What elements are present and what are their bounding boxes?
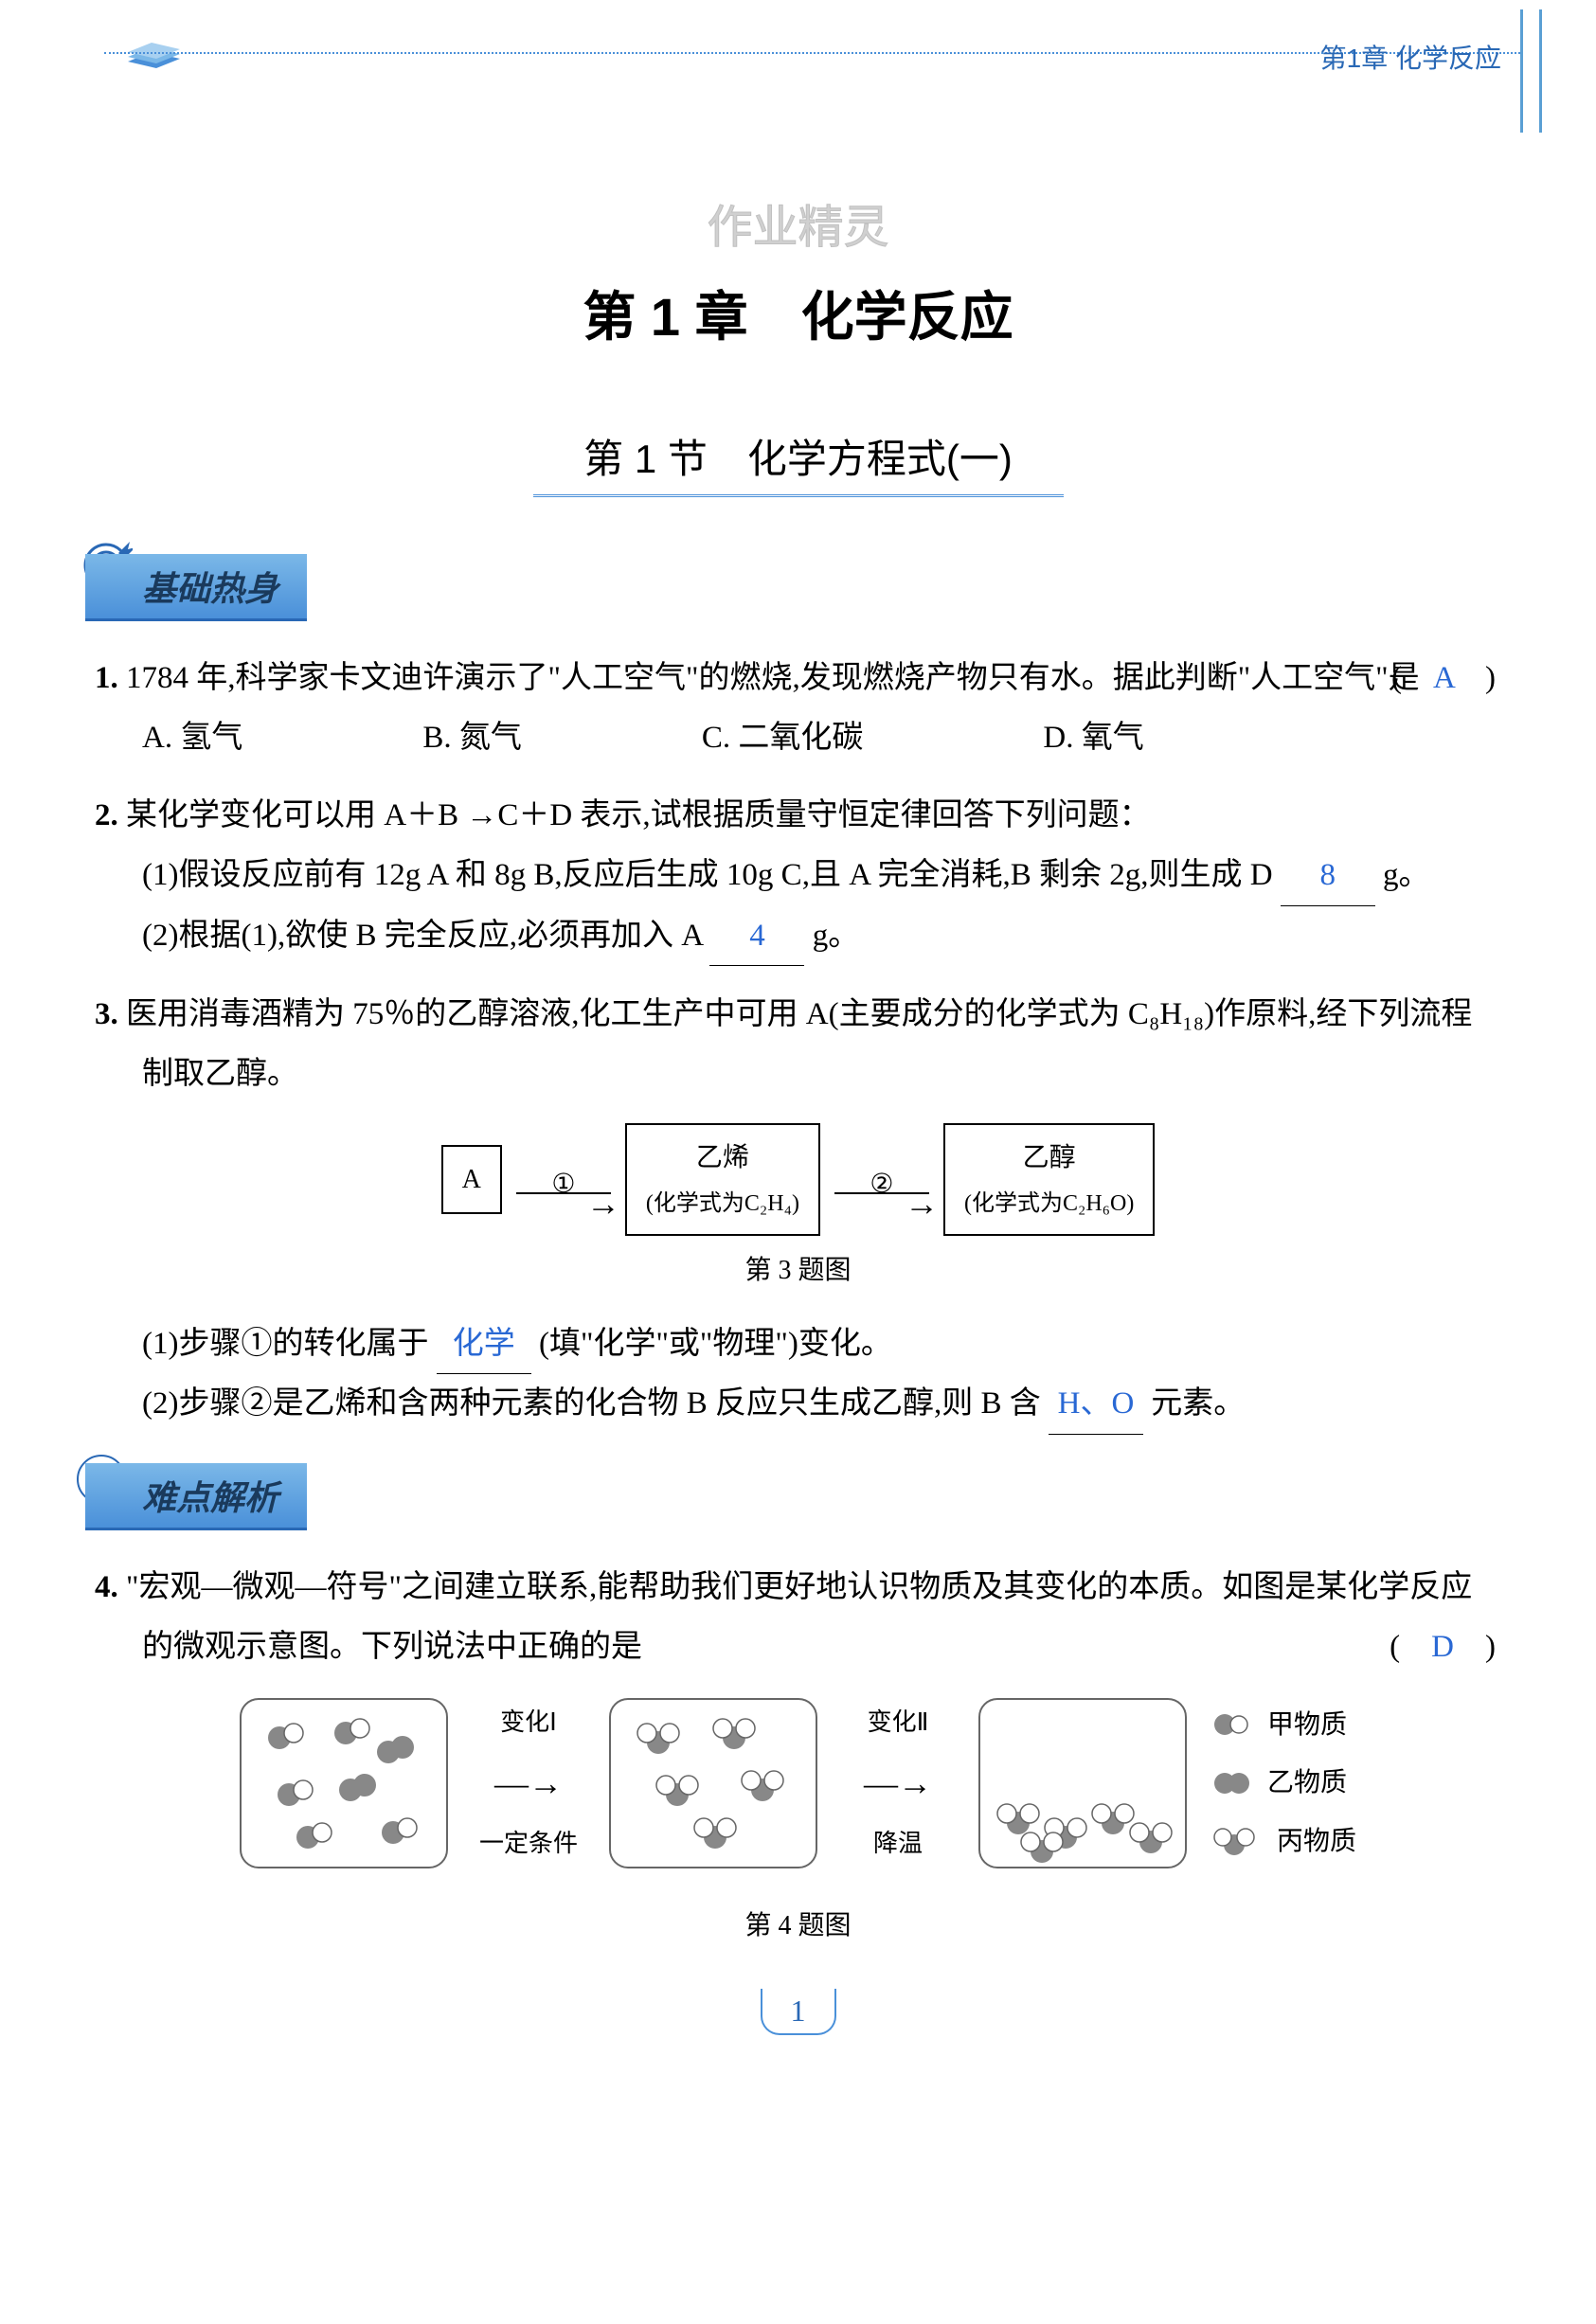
q4-arrow1-bottom: 一定条件 <box>472 1820 585 1867</box>
q4-legend: 甲物质 乙物质 丙物质 <box>1210 1696 1356 1871</box>
q1-answer: A <box>1433 661 1454 695</box>
q3-sub1-answer: 化学 <box>437 1314 531 1375</box>
q3-box3-bottom: (化学式为C₂H₆O) <box>964 1183 1134 1226</box>
q2-sub1: (1)假设反应前有 12g A 和 8g B,反应后生成 10g C,且 A 完… <box>95 846 1501 906</box>
q3-flow-box-ethylene: 乙烯 (化学式为C₂H₄) <box>625 1123 820 1236</box>
watermark-text: 作业精灵 <box>0 189 1596 256</box>
q3-num: 3. <box>95 997 118 1031</box>
q3-sub1: (1)步骤①的转化属于 化学 (填"化学"或"物理")变化。 <box>95 1314 1501 1375</box>
q4-legend-1: 甲物质 <box>1210 1696 1356 1755</box>
q3-flow-arrow-2: ② <box>834 1164 929 1194</box>
q4-answer: D <box>1431 1630 1454 1664</box>
q3-arrow2-label: ② <box>870 1159 893 1209</box>
q3-diagram-label: 第 3 题图 <box>95 1245 1501 1296</box>
q2-sub1-answer: 8 <box>1281 846 1375 906</box>
q2-sub2-pre: (2)根据(1),欲使 B 完全反应,必须再加入 A <box>142 919 702 953</box>
q3-sub1-post: (填"化学"或"物理")变化。 <box>539 1327 892 1361</box>
q3-arrow1-label: ① <box>551 1159 575 1209</box>
section-header-analysis-label: 难点解析 <box>85 1463 307 1530</box>
section-header-basics-label: 基础热身 <box>85 554 307 621</box>
q1-num: 1. <box>95 661 118 695</box>
q4-arrow2-bottom: 降温 <box>841 1820 955 1867</box>
question-4: 4. "宏观—微观—符号"之间建立联系,能帮助我们更好地认识物质及其变化的本质。… <box>95 1558 1501 1951</box>
q2-sub2-post: g。 <box>813 919 860 953</box>
q3-sub2: (2)步骤②是乙烯和含两种元素的化合物 B 反应只生成乙醇,则 B 含 H、O … <box>95 1374 1501 1435</box>
header-breadcrumb: 第1章 化学反应 <box>1320 38 1501 76</box>
chapter-title: 第 1 章 化学反应 <box>0 275 1596 351</box>
q3-flow-arrow-1: ① <box>516 1164 611 1194</box>
q1-answer-paren: ( A ) <box>1439 649 1501 708</box>
q4-legend3-text: 丙物质 <box>1277 1813 1356 1871</box>
q1-option-a: A. 氢气 <box>142 708 242 768</box>
question-1: 1. 1784 年,科学家卡文迪许演示了"人工空气"的燃烧,发现燃烧产物只有水。… <box>95 649 1501 767</box>
q4-arrow2-top: 变化Ⅱ <box>841 1699 955 1745</box>
q4-arrow-1: 变化Ⅰ ―→ 一定条件 <box>472 1699 585 1867</box>
section-title: 第 1 节 化学方程式(一) <box>0 427 1596 485</box>
section-header-analysis: 难点解析 <box>85 1463 1596 1529</box>
q3-box3-top: 乙醇 <box>964 1133 1134 1183</box>
q4-answer-paren: ( D ) <box>1437 1618 1501 1677</box>
q3-sub2-post: 元素。 <box>1151 1386 1245 1421</box>
page-header: 第1章 化学反应 <box>0 0 1596 133</box>
header-side-bars <box>1520 9 1558 133</box>
q4-diagram-label: 第 4 题图 <box>95 1901 1501 1951</box>
q1-options: A. 氢气 B. 氮气 C. 二氧化碳 D. 氧气 <box>95 708 1501 768</box>
q1-option-c: C. 二氧化碳 <box>702 708 864 768</box>
q4-num: 4. <box>95 1570 118 1604</box>
q4-diagram: 变化Ⅰ ―→ 一定条件 变化Ⅱ ―→ 降温 <box>95 1696 1501 1951</box>
q2-sub2-answer: 4 <box>709 906 804 967</box>
q3-box2-bottom: (化学式为C₂H₄) <box>646 1183 799 1226</box>
q2-sub2: (2)根据(1),欲使 B 完全反应,必须再加入 A 4 g。 <box>95 906 1501 967</box>
q4-arrow1-top: 变化Ⅰ <box>472 1699 585 1745</box>
q4-legend1-text: 甲物质 <box>1267 1696 1347 1755</box>
q1-option-d: D. 氧气 <box>1043 708 1143 768</box>
q3-diagram: A ① 乙烯 (化学式为C₂H₄) ② 乙醇 (化学式为C₂H₆O) <box>95 1123 1501 1296</box>
section-underline <box>533 494 1064 497</box>
q2-num: 2. <box>95 798 118 832</box>
section-header-basics: 基础热身 <box>85 554 1596 620</box>
q1-text: 1784 年,科学家卡文迪许演示了"人工空气"的燃烧,发现燃烧产物只有水。据此判… <box>126 661 1420 695</box>
q3-sub2-answer: H、O <box>1049 1374 1143 1435</box>
question-3: 3. 医用消毒酒精为 75％的乙醇溶液,化工生产中可用 A(主要成分的化学式为 … <box>95 985 1501 1435</box>
q2-text: 某化学变化可以用 A＋B →C＋D 表示,试根据质量守恒定律回答下列问题： <box>126 798 1151 832</box>
q3-flow-box-ethanol: 乙醇 (化学式为C₂H₆O) <box>943 1123 1155 1236</box>
q4-arrow-2: 变化Ⅱ ―→ 降温 <box>841 1699 955 1867</box>
content-area-2: 4. "宏观—微观—符号"之间建立联系,能帮助我们更好地认识物质及其变化的本质。… <box>0 1558 1596 1951</box>
q4-mol-box-1 <box>240 1698 448 1868</box>
q4-legend-3: 丙物质 <box>1210 1813 1356 1871</box>
q3-box2-top: 乙烯 <box>646 1133 799 1183</box>
q4-legend-2: 乙物质 <box>1210 1754 1356 1813</box>
q4-text: "宏观—微观—符号"之间建立联系,能帮助我们更好地认识物质及其变化的本质。如图是… <box>126 1570 1472 1664</box>
page-number-value: 1 <box>761 1989 836 2035</box>
q2-sub1-post: g。 <box>1383 858 1430 892</box>
q3-sub2-pre: (2)步骤②是乙烯和含两种元素的化合物 B 反应只生成乙醇,则 B 含 <box>142 1386 1041 1421</box>
q2-sub1-pre: (1)假设反应前有 12g A 和 8g B,反应后生成 10g C,且 A 完… <box>142 858 1273 892</box>
q4-mol-box-3 <box>978 1698 1187 1868</box>
q4-legend2-text: 乙物质 <box>1267 1754 1347 1813</box>
header-dotted-line <box>104 52 1520 54</box>
q3-text: 医用消毒酒精为 75％的乙醇溶液,化工生产中可用 A(主要成分的化学式为 C₈H… <box>126 997 1472 1091</box>
question-2: 2. 某化学变化可以用 A＋B →C＋D 表示,试根据质量守恒定律回答下列问题：… <box>95 786 1501 966</box>
page-number: 1 <box>0 1989 1596 2035</box>
q1-option-b: B. 氮气 <box>422 708 522 768</box>
content-area: 1. 1784 年,科学家卡文迪许演示了"人工空气"的燃烧,发现燃烧产物只有水。… <box>0 649 1596 1435</box>
q3-sub1-pre: (1)步骤①的转化属于 <box>142 1327 428 1361</box>
q3-flow-box-a: A <box>441 1145 502 1214</box>
q4-mol-box-2 <box>609 1698 817 1868</box>
